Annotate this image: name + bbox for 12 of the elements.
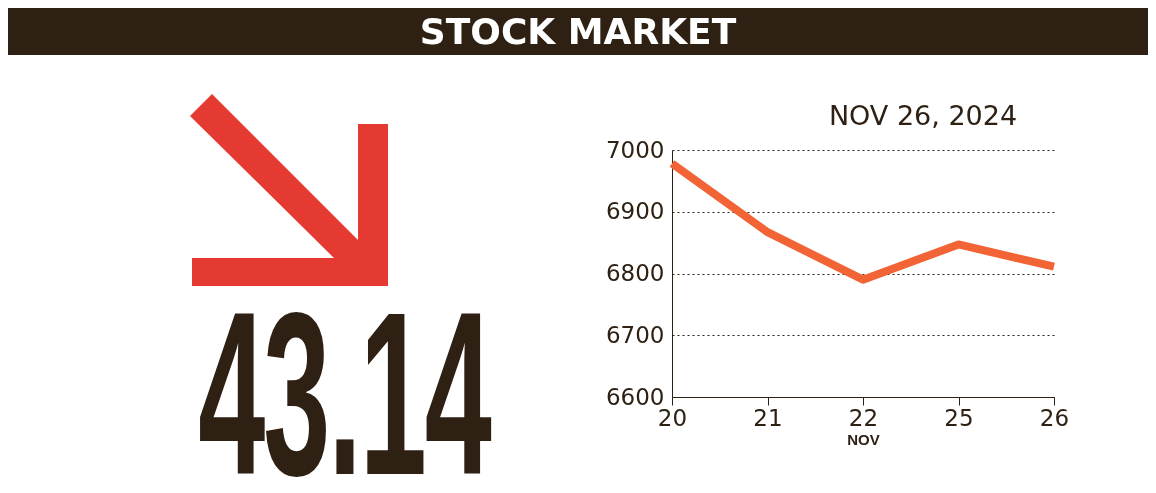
y-tick-label: 6700 [605,321,665,348]
x-tick-label: 26 [1039,404,1070,431]
y-tick-label: 6800 [605,260,665,286]
x-tick-label: 21 [753,404,783,431]
chart-title: STOCK MARKET [8,8,1148,55]
y-tick-label: 7000 [605,136,665,163]
x-tick-label: 25 [944,404,974,431]
x-tick-label: 22 [848,404,879,431]
y-tick-label: 6900 [605,198,665,225]
text: 43.14 [198,264,490,493]
x-axis-title: NOV [847,430,880,448]
chart-subtitle: NOV 26, 2024 [828,100,1018,131]
